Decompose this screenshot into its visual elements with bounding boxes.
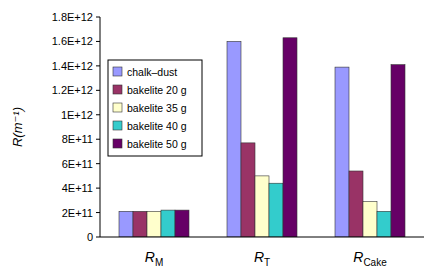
y-tick-label: 8E+11 bbox=[62, 133, 93, 145]
bar bbox=[255, 176, 269, 237]
bar bbox=[363, 202, 377, 237]
x-tick-label: RT bbox=[254, 249, 270, 268]
y-axis bbox=[100, 17, 101, 237]
y-tick-label: 1.4E+12 bbox=[52, 60, 93, 72]
x-axis bbox=[100, 237, 424, 238]
y-tick-label: 1.6E+12 bbox=[52, 35, 93, 47]
y-tick-label: 0 bbox=[87, 231, 93, 243]
y-tick bbox=[96, 237, 100, 238]
y-tick bbox=[96, 90, 100, 91]
bars bbox=[119, 38, 405, 237]
legend-swatch bbox=[113, 103, 122, 112]
bar bbox=[241, 143, 255, 237]
legend: chalk–dust bakelite 20 g bakelite 35 g bake… bbox=[108, 60, 202, 156]
bar bbox=[377, 211, 391, 237]
legend-label: bakelite 20 g bbox=[127, 84, 187, 96]
bar bbox=[175, 210, 189, 237]
y-tick bbox=[96, 41, 100, 42]
y-tick bbox=[96, 114, 100, 115]
bar bbox=[161, 210, 175, 237]
bar bbox=[119, 211, 133, 237]
bar bbox=[147, 211, 161, 237]
bar bbox=[391, 65, 405, 237]
legend-swatch bbox=[113, 139, 122, 148]
y-tick bbox=[96, 17, 100, 18]
y-tick bbox=[96, 65, 100, 66]
y-tick-label: 1.2E+12 bbox=[52, 84, 93, 96]
y-tick bbox=[96, 163, 100, 164]
legend-swatch bbox=[113, 121, 122, 130]
chart: 0 2E+11 4E+11 6E+11 8E+11 1E+12 1.2E+12 1.4E+12… bbox=[0, 0, 426, 278]
legend-label: bakelite 35 g bbox=[127, 102, 187, 114]
bar bbox=[349, 171, 363, 237]
legend-label: bakelite 40 g bbox=[127, 120, 187, 132]
bar bbox=[283, 38, 297, 237]
y-tick-label: 2E+11 bbox=[62, 207, 93, 219]
y-tick bbox=[96, 212, 100, 213]
legend-box bbox=[108, 60, 202, 156]
y-tick-label: 4E+11 bbox=[62, 182, 93, 194]
x-tick-label: RCake bbox=[353, 249, 387, 268]
legend-label: bakelite 50 g bbox=[127, 138, 187, 150]
bar bbox=[335, 67, 349, 237]
bar bbox=[133, 211, 147, 237]
y-tick-label: 1E+12 bbox=[61, 109, 93, 121]
y-tick-label: 6E+11 bbox=[62, 158, 93, 170]
y-axis-label: R(m⁻¹) bbox=[10, 107, 25, 147]
x-tick-label: RM bbox=[145, 249, 163, 268]
y-tick-label: 1.8E+12 bbox=[52, 11, 93, 23]
bar bbox=[269, 183, 283, 237]
legend-label: chalk–dust bbox=[127, 66, 177, 78]
y-tick bbox=[96, 188, 100, 189]
legend-swatch bbox=[113, 85, 122, 94]
y-tick bbox=[96, 139, 100, 140]
bar bbox=[227, 41, 241, 237]
legend-swatch bbox=[113, 67, 122, 76]
